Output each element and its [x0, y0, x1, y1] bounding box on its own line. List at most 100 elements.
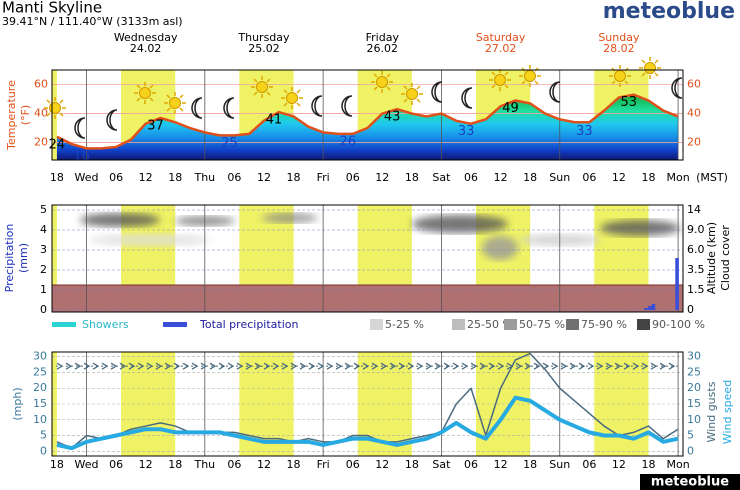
x-tick-label: 06 [227, 458, 241, 471]
x-tick-label: 06 [227, 171, 241, 184]
weather-icon [341, 95, 353, 117]
x-tick-label: Thu [193, 171, 215, 184]
weather-icon [488, 68, 512, 92]
weather-icon [549, 81, 561, 103]
panel-frame [51, 351, 684, 457]
x-tick-label: 18 [287, 171, 301, 184]
x-tick-label: Thu [193, 458, 215, 471]
wind-arrow [659, 362, 667, 370]
temperature-label: 26 [340, 134, 357, 149]
wind-arrow [497, 362, 505, 370]
x-tick-label: Fri [317, 171, 330, 184]
y-tick-label: 30 [33, 350, 47, 363]
weather-icon [223, 97, 235, 119]
wind-arrow [317, 362, 325, 370]
weather-icon [74, 117, 86, 139]
x-tick-label: Mon [666, 458, 689, 471]
x-tick-label: 12 [375, 458, 389, 471]
wind-arrow [65, 362, 73, 370]
temperature-label: 49 [502, 101, 519, 116]
x-tick-label: 12 [494, 171, 508, 184]
x-tick-label: 06 [582, 171, 596, 184]
wind-arrow [398, 362, 406, 370]
wind-arrow [200, 362, 208, 370]
legend-swatch [637, 319, 650, 330]
wind-arrow [290, 362, 298, 370]
wind-arrow [560, 362, 568, 370]
wind-arrow [569, 362, 577, 370]
x-tick-label: Mon [666, 171, 689, 184]
logo: meteoblue [603, 0, 735, 24]
weather-icon [608, 64, 632, 88]
wind-arrow [92, 362, 100, 370]
wind-line [56, 352, 679, 449]
wind-arrow [425, 362, 433, 370]
wind-arrow [362, 362, 370, 370]
wind-arrow [173, 362, 181, 370]
x-tick-label: 18 [641, 171, 655, 184]
wind-arrow [299, 362, 307, 370]
legend-swatch [52, 322, 76, 327]
x-tick-label: 18 [287, 458, 301, 471]
footer: meteoblue [651, 475, 729, 490]
x-tick-label: Wed [75, 171, 99, 184]
day-date: 26.02 [367, 42, 399, 55]
precipitation-bar [648, 306, 652, 310]
temperature-label: 25 [221, 136, 238, 151]
y2-tick-label: 3.5 [687, 263, 705, 276]
wind-arrow [632, 362, 640, 370]
wind-line [56, 395, 679, 451]
precipitation-bar [644, 308, 648, 310]
y-tick-label: 20 [34, 136, 48, 149]
y-axis-unit: (mph) [11, 387, 24, 420]
temperature-label: 53 [621, 95, 638, 110]
x-tick-label: 06 [109, 458, 123, 471]
temperature-fill [56, 94, 679, 160]
y2-tick-label: 20 [687, 136, 701, 149]
wind-arrow [263, 362, 271, 370]
y-tick-label: 15 [33, 397, 47, 410]
y2-axis-label: Cloud cover [719, 225, 732, 291]
temperature-label: 37 [147, 118, 164, 133]
wind-arrow [578, 362, 586, 370]
day-name: Friday [366, 31, 400, 44]
wind-arrow [137, 362, 145, 370]
x-tick-label: 12 [494, 458, 508, 471]
wind-arrow [335, 362, 343, 370]
temperature-label: 24 [49, 137, 66, 152]
wind-arrow [272, 362, 280, 370]
temperature-label: 16 [73, 149, 90, 164]
x-tick-label: 06 [464, 171, 478, 184]
legend-label: 75-90 % [581, 318, 627, 331]
y-tick-label: 5 [40, 429, 47, 442]
wind-arrow [128, 362, 136, 370]
wind-arrow [515, 362, 523, 370]
weather-icon [431, 81, 443, 103]
wind-arrow [614, 362, 622, 370]
weather-icon [671, 77, 683, 99]
x-tick-label: 12 [612, 458, 626, 471]
footer-box [640, 474, 740, 490]
temperature-label: 41 [266, 113, 283, 128]
wind-arrow [452, 362, 460, 370]
daylight [52, 205, 57, 312]
legend-label: 25-50 % [467, 318, 513, 331]
legend-swatch [504, 319, 517, 330]
x-tick-label: Sun [549, 458, 570, 471]
legend-label: Wind gusts [705, 381, 718, 442]
y2-tick-label: 0 [687, 303, 694, 316]
y2-tick-label: 30 [687, 350, 701, 363]
wind-arrow [218, 362, 226, 370]
weather-icon [250, 75, 274, 99]
panel-frame [51, 69, 684, 161]
wind-arrow [326, 362, 334, 370]
x-tick-label: 12 [257, 458, 271, 471]
temperature-label: 43 [384, 110, 401, 125]
cloud-cover [80, 213, 160, 227]
day-date: 27.02 [485, 42, 517, 55]
subtitle: 39.41°N / 111.40°W (3133m asl) [2, 15, 183, 28]
temperature-label: 33 [458, 124, 475, 139]
y-tick-label: 3 [40, 243, 47, 256]
